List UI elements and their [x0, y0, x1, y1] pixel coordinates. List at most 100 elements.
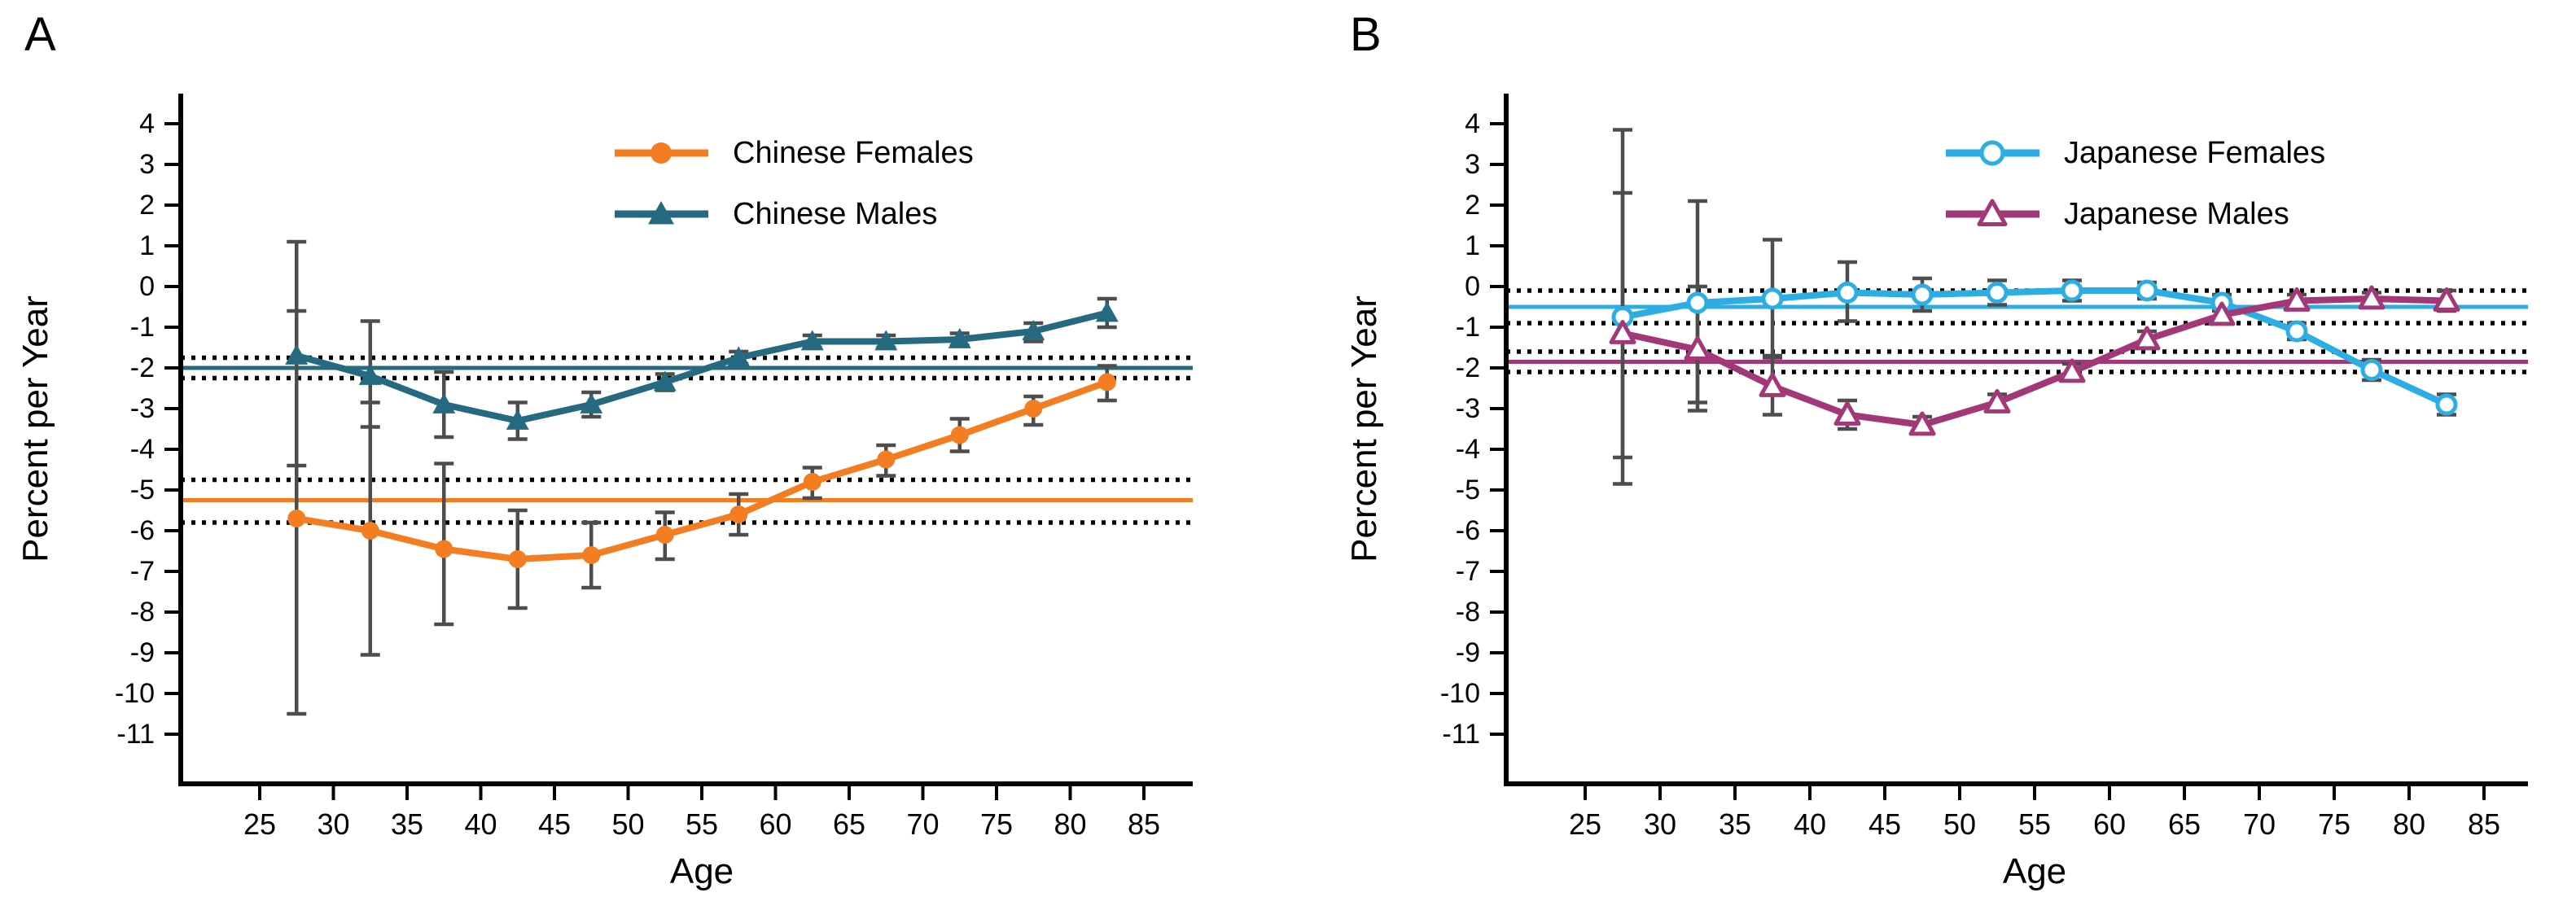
filled-triangle-marker — [948, 328, 971, 348]
x-tick-label: 60 — [759, 807, 791, 841]
filled-circle-marker — [1097, 373, 1116, 392]
x-tick-label: 85 — [1128, 807, 1160, 841]
panel-a-plot: A 4 3 2 1 0 -1 -2 -3 -4 -5 -6 -7 -8 -9 -10 -11 25 30 35 40 45… — [15, 8, 1193, 891]
filled-triangle-marker — [800, 330, 824, 351]
panel-a-series-0-markers — [287, 373, 1116, 568]
y-tick-label: -11 — [116, 719, 155, 750]
filled-triangle-marker — [432, 393, 456, 413]
open-triangle-marker — [2208, 301, 2236, 326]
x-tick-label: 55 — [686, 807, 718, 841]
open-triangle-marker — [1609, 320, 1636, 344]
panel-a-series-1-line — [293, 309, 1111, 424]
x-tick-label: 25 — [1569, 807, 1601, 841]
y-tick-label: 1 — [139, 230, 155, 261]
y-tick-label: -2 — [130, 352, 155, 383]
y-tick-label: -4 — [130, 434, 155, 465]
open-triangle-marker — [1833, 401, 1861, 426]
panel-a-y-ticks: 4 3 2 1 0 -1 -2 -3 -4 -5 -6 -7 -8 -9 -10 -11 — [115, 108, 181, 750]
legend-label: Japanese Males — [2064, 197, 2289, 231]
x-tick-label: 45 — [538, 807, 571, 841]
open-circle-marker — [2061, 279, 2083, 302]
open-circle-marker — [1761, 287, 1784, 310]
x-tick-label: 40 — [464, 807, 497, 841]
filled-circle-marker — [287, 510, 306, 527]
y-tick-label: 0 — [1465, 271, 1480, 302]
panel-b-series-1-markers — [1609, 285, 2460, 436]
filled-triangle-marker — [653, 370, 677, 392]
y-tick-label: -7 — [130, 556, 155, 587]
x-tick-label: 70 — [2243, 807, 2276, 841]
open-circle-marker — [1686, 291, 1709, 314]
y-tick-label: -5 — [1456, 475, 1480, 505]
y-tick-label: -7 — [1456, 556, 1480, 587]
panel-b-plot: B 4 3 2 1 0 -1 -2 -3 -4 -5 -6 -7 -8 -9 -10 -11 25 30 35 40 45… — [1344, 8, 2528, 891]
y-tick-label: -4 — [1456, 434, 1480, 465]
open-triangle-marker — [2358, 285, 2385, 310]
filled-circle-marker — [803, 473, 821, 491]
panel-a-x-ticks: 25 30 35 40 45 50 55 60 65 70 75 80 85 — [243, 784, 1160, 841]
x-tick-label: 75 — [980, 807, 1013, 841]
x-tick-label: 50 — [1943, 807, 1976, 841]
filled-triangle-marker — [580, 393, 603, 413]
open-circle-marker — [2136, 279, 2158, 302]
y-tick-label: -6 — [130, 515, 155, 546]
panel-a-legend: Chinese Females Chinese Males — [615, 136, 974, 231]
x-tick-label: 50 — [611, 807, 644, 841]
x-tick-label: 80 — [1054, 807, 1086, 841]
y-tick-label: -1 — [130, 312, 155, 343]
open-circle-marker — [2285, 320, 2308, 343]
panel-b-y-ticks: 4 3 2 1 0 -1 -2 -3 -4 -5 -6 -7 -8 -9 -10 -11 — [1440, 108, 1506, 750]
filled-circle-marker — [508, 550, 527, 568]
y-tick-label: -10 — [1440, 678, 1480, 709]
x-tick-label: 35 — [391, 807, 423, 841]
x-tick-label: 75 — [2318, 807, 2350, 841]
x-tick-label: 65 — [2168, 807, 2201, 841]
y-tick-label: -8 — [130, 597, 155, 628]
filled-circle-marker — [877, 450, 896, 469]
filled-circle-marker — [950, 426, 969, 444]
y-tick-label: -3 — [1456, 393, 1480, 424]
panel-b-x-ticks: 25 30 35 40 45 50 55 60 65 70 75 80 85 — [1569, 784, 2500, 841]
y-tick-label: 2 — [139, 190, 155, 221]
y-tick-label: -11 — [1442, 719, 1480, 750]
legend-label: Japanese Females — [2064, 136, 2325, 170]
y-tick-label: 1 — [1465, 230, 1480, 261]
legend-open-triangle-marker — [1977, 199, 2008, 226]
open-triangle-marker — [2058, 358, 2086, 383]
panel-a-series-0-line — [293, 378, 1111, 562]
y-tick-label: 4 — [139, 108, 155, 139]
filled-triangle-marker — [1095, 301, 1119, 322]
x-tick-label: 85 — [2468, 807, 2500, 841]
open-circle-marker — [2435, 393, 2458, 416]
y-tick-label: 3 — [1465, 149, 1480, 180]
filled-circle-marker — [435, 540, 453, 558]
y-tick-label: -1 — [1456, 312, 1480, 343]
x-tick-label: 30 — [1644, 807, 1676, 841]
legend-filled-circle-marker — [651, 142, 672, 164]
panel-a-label: A — [24, 8, 56, 61]
x-axis-title: Age — [670, 851, 734, 891]
x-tick-label: 25 — [243, 807, 276, 841]
filled-triangle-marker — [874, 330, 898, 351]
x-tick-label: 65 — [833, 807, 865, 841]
open-circle-marker — [1836, 282, 1859, 304]
y-tick-label: 2 — [1465, 190, 1480, 221]
filled-circle-marker — [582, 546, 601, 564]
panel-b-label: B — [1350, 8, 1382, 61]
open-triangle-marker — [2283, 287, 2311, 312]
y-tick-label: -5 — [130, 475, 155, 505]
open-circle-marker — [2360, 359, 2383, 381]
y-tick-label: 3 — [139, 149, 155, 180]
filled-triangle-marker — [1022, 320, 1045, 340]
y-tick-label: -9 — [130, 637, 155, 668]
y-tick-label: -8 — [1456, 597, 1480, 628]
y-tick-label: -6 — [1456, 515, 1480, 546]
panel-b-series-0-line — [1619, 287, 2450, 408]
panel-a-series-1-error-bars — [287, 239, 1117, 468]
x-tick-label: 45 — [1868, 807, 1901, 841]
open-triangle-marker — [1908, 411, 1936, 436]
x-tick-label: 60 — [2093, 807, 2126, 841]
legend-filled-triangle-marker — [648, 201, 674, 225]
panel-a-series-1-markers — [285, 301, 1119, 430]
